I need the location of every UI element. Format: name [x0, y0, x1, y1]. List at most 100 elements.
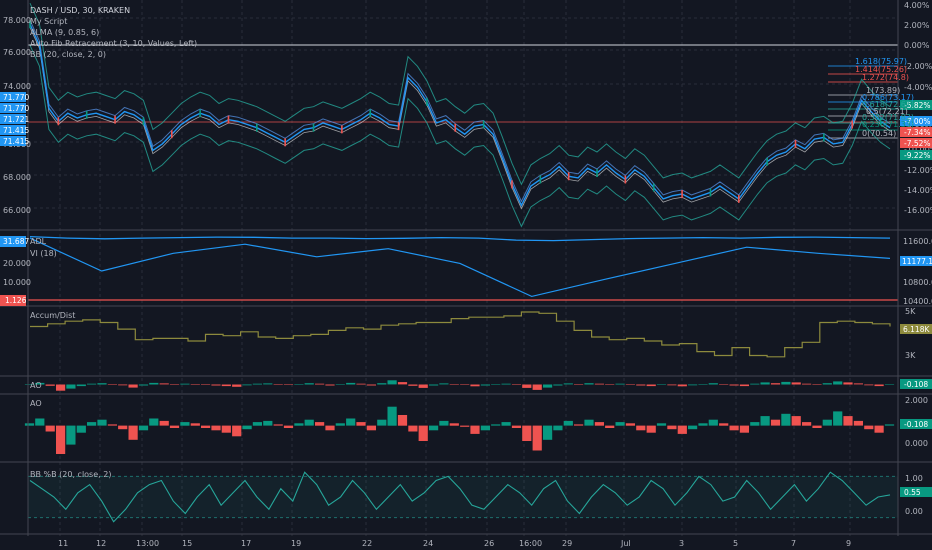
- right-pct-tick: -10.00%: [904, 145, 932, 154]
- ao-bar: [460, 425, 470, 427]
- ao-bar: [677, 425, 687, 434]
- ao-bar: [24, 423, 35, 426]
- accum-tick: 3K: [905, 351, 916, 360]
- vi-left-tick: 20.000: [3, 259, 31, 268]
- legend-accum-dist[interactable]: Accum/Dist: [30, 311, 75, 320]
- ao-pane-1[interactable]: [24, 380, 895, 391]
- adl-left-tag: 31.687: [3, 237, 29, 246]
- ao-bar: [377, 383, 387, 385]
- adl-pane[interactable]: [28, 235, 898, 301]
- ao-bar: [242, 425, 252, 430]
- ao2-tick: 2.000: [905, 396, 928, 405]
- ao-bar: [397, 382, 408, 385]
- legend-vi[interactable]: VI (18): [30, 249, 57, 258]
- ao-bar: [232, 425, 242, 437]
- ao-bar: [346, 418, 356, 426]
- ao-bar: [356, 383, 366, 385]
- ao-bar: [180, 383, 190, 385]
- ao-bar: [87, 422, 97, 426]
- ao-bar: [66, 425, 76, 445]
- x-tick: 12: [96, 539, 106, 548]
- ao-bar: [387, 406, 397, 426]
- ao-bar: [159, 420, 169, 426]
- symbol-title[interactable]: DASH / USD, 30, KRAKEN: [30, 6, 130, 15]
- ao-bar: [107, 384, 117, 385]
- legend-auto-fib[interactable]: Auto Fib Retracement (3, 10, Values, Lef…: [30, 39, 197, 48]
- legend-my-script[interactable]: My Script: [30, 17, 67, 26]
- right-tag: -5.82%: [904, 101, 931, 110]
- ao-bar: [677, 384, 687, 387]
- legend-bb[interactable]: BB (20, close, 2, 0): [30, 50, 106, 59]
- right-pct-tick: 0.00%: [904, 41, 930, 50]
- ao-bar: [315, 422, 325, 426]
- ao-bar: [688, 425, 698, 430]
- ao-bar: [822, 383, 832, 385]
- x-tick: 16:00: [519, 539, 542, 548]
- price-tag: 71.721: [3, 115, 29, 124]
- legend-alma[interactable]: ALMA (9, 0.85, 6): [30, 28, 99, 37]
- ao-bar: [45, 425, 55, 432]
- ao-bar: [584, 383, 594, 385]
- ao-bar: [169, 384, 180, 385]
- price-tag: 71.415: [3, 126, 29, 135]
- accum-tick: 5K: [905, 307, 916, 316]
- ao-bar: [87, 383, 97, 385]
- ao-bar: [667, 425, 677, 430]
- ao-bar: [802, 383, 812, 385]
- ao-bar: [439, 420, 449, 426]
- ao-bar: [884, 384, 895, 385]
- ao-bar: [574, 384, 584, 385]
- ao-bar: [708, 383, 718, 385]
- right-tag: -7.34%: [904, 128, 931, 137]
- ao-bar: [822, 419, 832, 426]
- price-tag-bg: [0, 114, 26, 124]
- right-pct-tick: 4.00%: [904, 1, 930, 10]
- ao-bar: [252, 383, 262, 385]
- accum-tag: 6.118K: [903, 325, 930, 334]
- legend-ao-2[interactable]: AO: [30, 399, 42, 408]
- ao-bar: [802, 422, 812, 426]
- left-price-tick: 66.000: [3, 206, 31, 215]
- ao-bar: [149, 382, 159, 385]
- pane-separators: [0, 0, 932, 536]
- ao-bar: [283, 384, 294, 385]
- ao-bar: [221, 384, 231, 387]
- ao-bar: [563, 420, 573, 426]
- vi-left-tick: 10.000: [3, 278, 31, 287]
- ao-bar: [843, 416, 853, 426]
- price-pane[interactable]: [29, 2, 891, 228]
- ao-bar: [366, 384, 376, 386]
- price-tag-bg: [0, 92, 26, 102]
- ao-bar: [429, 425, 439, 431]
- ao-bar: [35, 418, 45, 426]
- ao-bar: [263, 420, 273, 426]
- legend-ao-1[interactable]: AO: [30, 381, 42, 390]
- ao-bar: [356, 422, 366, 426]
- fib-retracement: [28, 44, 898, 139]
- ao-bar: [76, 425, 86, 433]
- ao-bar: [418, 384, 428, 388]
- fib-label: 1.618(75.97): [855, 57, 907, 66]
- ao-bar: [874, 425, 884, 433]
- ao-bar: [97, 419, 107, 426]
- ao-bar: [397, 415, 408, 426]
- ao-bar: [232, 384, 242, 387]
- right-pct-tick: -12.00%: [904, 166, 932, 175]
- x-tick: 11: [58, 539, 68, 548]
- ao-pane-2[interactable]: [24, 406, 895, 454]
- adl-tag: 11177.11: [902, 257, 932, 266]
- bb-percent-pane[interactable]: [28, 471, 898, 523]
- ao-bar: [76, 384, 86, 387]
- ao-bar: [335, 384, 345, 385]
- legend-adl[interactable]: ADL: [30, 237, 47, 246]
- right-tag: -9.22%: [904, 151, 931, 160]
- ao-bar: [698, 384, 708, 385]
- adl-line: [29, 235, 891, 242]
- legend-bbp[interactable]: BB %B (20, close, 2): [30, 470, 111, 479]
- accum-dist-pane[interactable]: [30, 311, 891, 358]
- ao-bar: [491, 384, 501, 385]
- ao1-tag: -0.108: [904, 380, 928, 389]
- x-tick: 26: [484, 539, 494, 548]
